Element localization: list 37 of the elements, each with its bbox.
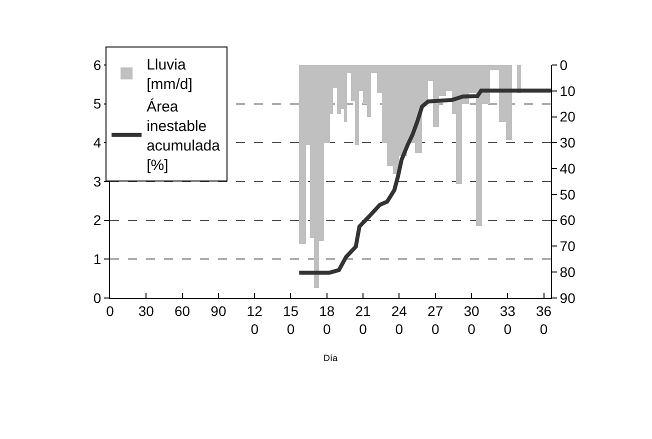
y2-tick-label: 70	[560, 238, 576, 254]
legend-label: Área inestable acumulada [%]	[146, 97, 221, 174]
y2-tick-label: 20	[560, 108, 576, 125]
y-tick-label: 4	[93, 134, 102, 151]
y-tick-label: 5	[93, 96, 102, 112]
y2-tick-label: 50	[560, 186, 576, 202]
y2-tick-label: 40	[560, 160, 576, 176]
line-series	[297, 88, 551, 275]
bar	[302, 65, 306, 244]
x-axis-title: Día	[323, 352, 338, 363]
y-tick-label: 2	[93, 212, 102, 228]
x-tick-label: 21 0	[355, 302, 372, 337]
y2-tick-label: 0	[560, 56, 568, 73]
y2-tick-label: 30	[560, 134, 576, 151]
x-tick-label: 30	[138, 302, 154, 319]
x-tick-label: 12 0	[246, 302, 263, 337]
y-tick-label: 0	[93, 290, 102, 306]
y2-tick-label: 90	[560, 290, 576, 306]
x-tick-label: 27 0	[428, 302, 444, 337]
x-tick-label: 30 0	[464, 302, 480, 337]
x-tick-label: 15 0	[282, 302, 299, 337]
x-tick-label: 36 0	[536, 302, 552, 337]
y2-tick-label: 10	[560, 82, 576, 99]
y-tick-label: 1	[93, 251, 102, 268]
y2-tick-label: 60	[560, 212, 576, 228]
x-tick-label: 90	[210, 302, 226, 319]
y2-tick-label: 80	[560, 264, 576, 280]
y-tick-label: 3	[93, 173, 102, 190]
y-tick-label: 6	[93, 56, 102, 73]
x-tick-label: 60	[174, 302, 190, 319]
bar	[337, 65, 341, 114]
x-tick-label: 0	[106, 302, 114, 319]
bar	[355, 65, 359, 145]
x-tick-label: 18 0	[319, 302, 335, 337]
x-tick-label: 33 0	[500, 302, 516, 337]
x-tick-label: 24 0	[391, 302, 408, 337]
legend-label: Lluvia [mm/d]	[146, 56, 192, 93]
